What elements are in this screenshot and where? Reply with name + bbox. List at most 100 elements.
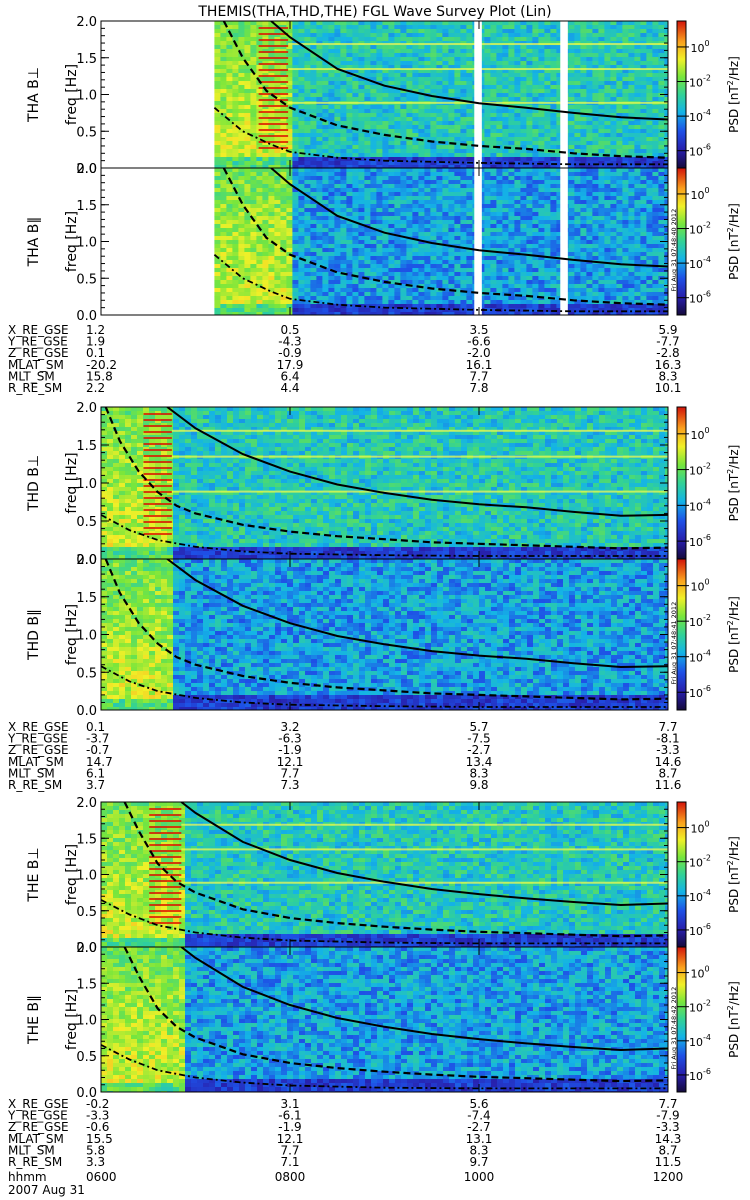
orbit-value: -4.3 [278, 335, 301, 349]
panel-the-bpar: 0.0 0.5 1.0 1.5 2.0 freq [Hz] THE B∥ 100 10-2 10-… [26, 941, 741, 1101]
orbit-value: 2.2 [86, 381, 105, 395]
orbit-value: 1.2 [86, 323, 105, 337]
panel-tha-bperp: 0.0 0.5 1.0 1.5 2.0 freq [Hz] THA B⊥ 100 10-2 10-… [26, 15, 741, 177]
colorbar-tick-label: 10-4 [689, 1033, 711, 1049]
colorbar-label: PSD [nT2/Hz] [726, 445, 741, 522]
orbit-value: 15.8 [86, 369, 113, 383]
colorbar-label: PSD [nT2/Hz] [726, 203, 741, 280]
model-curve [180, 802, 668, 907]
panel-label: THD B∥ [26, 609, 42, 661]
orbit-row-label: MLAT_SM [8, 1132, 64, 1146]
panel-label: THA B⊥ [26, 67, 42, 123]
model-curve [101, 1044, 668, 1090]
panel-thd-bpar: 0.0 0.5 1.0 1.5 2.0 freq [Hz] THD B∥ 100 10-2 10-… [26, 553, 741, 719]
model-curve [123, 947, 668, 1083]
colorbar-tick-label: 100 [690, 39, 709, 55]
colorbar-tick-label: 100 [690, 965, 709, 981]
y-tick-label: 1.5 [76, 977, 97, 992]
y-tick-label: 0.5 [76, 905, 97, 920]
orbit-value: 11.5 [655, 1155, 682, 1169]
orbit-row-label: X_RE_GSE [8, 1097, 69, 1111]
orbit-value: 11.6 [655, 778, 682, 792]
orbit-row-label: X_RE_GSE [8, 720, 69, 734]
y-tick-label: 1.0 [76, 629, 97, 644]
model-curve [180, 947, 668, 1052]
orbit-value: -3.3 [656, 1120, 679, 1134]
orbit-value: 12.1 [277, 755, 304, 769]
y-tick-label: 2.0 [76, 15, 97, 30]
orbit-value: -0.6 [86, 1120, 109, 1134]
model-curve [166, 407, 668, 517]
orbit-value: -3.3 [656, 743, 679, 757]
orbit-row-label: Z_RE_GSE [8, 1120, 69, 1134]
x-tick-label: 1200 [653, 1170, 684, 1184]
orbit-value: -1.9 [278, 1120, 301, 1134]
colorbar-label: PSD [nT2/Hz] [726, 596, 741, 673]
y-tick-label: 0.0 [76, 941, 97, 956]
orbit-value: -3.7 [86, 732, 109, 746]
panel-tha-bpar: 0.0 0.5 1.0 1.5 2.0 freq [Hz] THA B∥ 100 10-2 10-… [26, 162, 741, 324]
y-axis-label: freq [Hz] [64, 604, 80, 665]
y-tick-label: 2.0 [76, 553, 97, 568]
orbit-row-label: R_RE_SM [8, 1155, 62, 1169]
colorbar-tick-label: 10-6 [689, 922, 711, 938]
colorbar-tick-label: 10-6 [689, 290, 711, 306]
colorbar-tick-label: 10-2 [689, 462, 711, 478]
orbit-value: 0.1 [86, 346, 105, 360]
orbit-value: -7.5 [467, 732, 490, 746]
y-tick-label: 0.0 [76, 704, 97, 719]
spectrogram-panels: 0.0 0.5 1.0 1.5 2.0 freq [Hz] THA B⊥ 100 10-2 10-… [26, 15, 741, 1101]
orbit-row-label: MLAT_SM [8, 755, 64, 769]
orbit-value: -2.7 [467, 1120, 490, 1134]
orbit-value: 17.9 [277, 358, 304, 372]
orbit-row-label: MLT_SM [8, 766, 55, 780]
orbit-value: 6.1 [86, 766, 105, 780]
spectrogram [214, 21, 668, 168]
y-tick-label: 0.5 [76, 125, 97, 140]
orbit-row-label: R_RE_SM [8, 778, 62, 792]
y-tick-label: 1.5 [76, 591, 97, 606]
spectrogram [214, 168, 668, 315]
orbit-table-tha: X_RE_GSE 1.2 0.5 3.5 5.9Y_RE_GSE 1.9 -4.3 -6.6-… [7, 323, 681, 395]
time-axis-labels: hhmm 0600 0800 1000 1200 2007 Aug 31 [8, 1170, 683, 1197]
colorbar-label: PSD [nT2/Hz] [726, 836, 741, 913]
orbit-value: -2.8 [656, 346, 679, 360]
timestamp: Fri Aug 31 07:48:41 2012 [670, 602, 678, 685]
orbit-value: 3.5 [469, 323, 488, 337]
orbit-value: 15.5 [86, 1132, 113, 1146]
orbit-value: -0.2 [86, 1097, 109, 1111]
y-tick-label: 1.0 [76, 89, 97, 104]
colorbar [676, 558, 687, 711]
y-axis-label: freq [Hz] [64, 989, 80, 1050]
orbit-value: -6.6 [467, 335, 490, 349]
orbit-row-label: MLT_SM [8, 369, 55, 383]
y-tick-label: 0.0 [76, 309, 97, 324]
orbit-value: -20.2 [86, 358, 117, 372]
colorbar-tick-label: 100 [690, 426, 709, 442]
model-curve [270, 168, 668, 268]
spectrogram [101, 407, 668, 559]
model-curve [213, 254, 668, 313]
orbit-value: 0.5 [280, 323, 299, 337]
orbit-value: -1.9 [278, 743, 301, 757]
y-tick-label: 0.5 [76, 666, 97, 681]
model-curve [123, 802, 668, 938]
y-tick-label: 0.0 [76, 162, 97, 177]
orbit-value: 5.7 [469, 720, 488, 734]
y-tick-label: 1.5 [76, 52, 97, 67]
orbit-table-thd: X_RE_GSE 0.1 3.2 5.7 7.7 Y_RE_GSE -3.7 -6.3 -7.5… [7, 720, 681, 792]
model-curve [101, 899, 668, 945]
orbit-value: -7.7 [656, 335, 679, 349]
orbit-row-label: R_RE_SM [8, 381, 62, 395]
x-axis-label: hhmm [8, 1170, 47, 1184]
orbit-value: 8.3 [469, 766, 488, 780]
orbit-value: 12.1 [277, 1132, 304, 1146]
colorbar-tick-label: 10-4 [689, 255, 711, 271]
orbit-value: 8.7 [658, 766, 677, 780]
panel-the-bperp: 0.0 0.5 1.0 1.5 2.0 freq [Hz] THE B⊥ 100 10-2 10-… [26, 796, 741, 956]
orbit-value: 16.1 [466, 358, 493, 372]
y-axis-label: freq [Hz] [64, 452, 80, 513]
y-tick-label: 1.0 [76, 1014, 97, 1029]
y-tick-label: 1.0 [76, 869, 97, 884]
model-curve [166, 559, 668, 669]
